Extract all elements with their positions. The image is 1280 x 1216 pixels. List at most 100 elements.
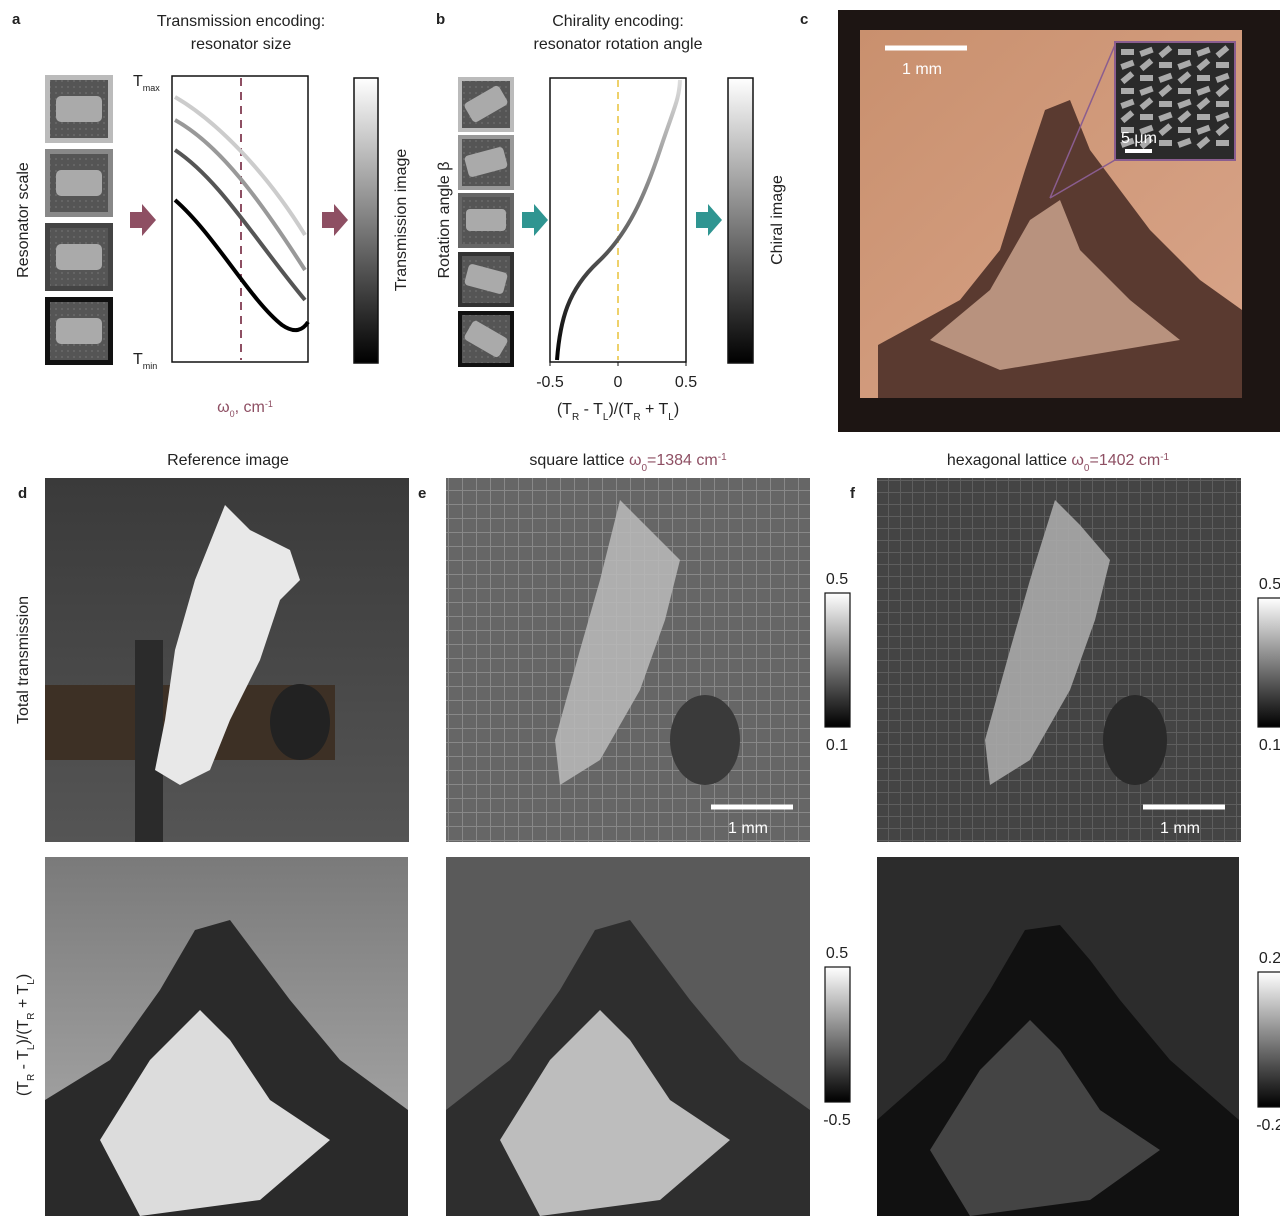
omega-part: ω xyxy=(629,452,642,469)
resonator xyxy=(1197,114,1210,120)
subscript: L xyxy=(668,412,674,423)
resonator xyxy=(1159,62,1172,68)
resonator xyxy=(56,96,102,122)
superscript: -1 xyxy=(265,399,273,409)
resonator xyxy=(1121,127,1134,133)
square-lattice-chirality xyxy=(446,857,810,1216)
resonator xyxy=(1139,85,1154,96)
axis-label: ω0, cm-1 xyxy=(217,399,273,419)
resonator xyxy=(1216,140,1229,146)
resonator xyxy=(1120,137,1135,148)
colorbar xyxy=(824,592,851,728)
title-text: square lattice xyxy=(529,452,629,469)
sem-thumbnails xyxy=(45,75,113,365)
arrow xyxy=(522,204,548,236)
subscript: min xyxy=(143,361,158,371)
colorbar-label: Transmission image xyxy=(393,149,410,292)
axis-label: Rotation angle β xyxy=(436,162,453,279)
subscript: R xyxy=(633,412,640,423)
zoom-line xyxy=(1049,159,1116,199)
resonator xyxy=(1178,127,1191,133)
square-lattice-transmission: 1 mm xyxy=(446,478,810,842)
subscript: L xyxy=(603,412,609,423)
colorbar-tick: -0.5 xyxy=(823,1112,851,1129)
resonator xyxy=(1140,114,1153,120)
snow xyxy=(930,1020,1160,1216)
inset-resonators xyxy=(1120,45,1230,150)
colorbar-label: Chiral image xyxy=(769,175,786,265)
resonator xyxy=(1196,85,1211,96)
resonator xyxy=(1196,136,1211,150)
resonator xyxy=(1159,140,1172,146)
resonator xyxy=(1178,88,1191,94)
omega-part: 0 xyxy=(641,463,647,474)
scale-bar-label: 5 μm xyxy=(1121,130,1157,147)
colorbar xyxy=(353,77,379,364)
resonator xyxy=(464,147,508,177)
x-tick-label: 0.5 xyxy=(675,374,697,391)
x-ticks: -0.5 0 0.5 xyxy=(536,362,697,391)
panel-label: c xyxy=(800,11,808,28)
resonator xyxy=(1120,110,1135,124)
title-text: hexagonal lattice xyxy=(947,452,1072,469)
resonator xyxy=(1158,84,1173,98)
log-end xyxy=(270,684,330,760)
resonator xyxy=(466,209,506,231)
panel-label: a xyxy=(12,11,21,28)
resonator xyxy=(56,170,102,196)
subscript: 0 xyxy=(230,409,235,419)
label-part: ) xyxy=(15,974,32,979)
resonator xyxy=(1177,98,1192,109)
chirality-curve xyxy=(555,79,682,361)
omega-part: =1402 cm xyxy=(1089,452,1160,469)
resonator xyxy=(1196,124,1211,135)
resonator xyxy=(1120,59,1135,70)
panel-label: f xyxy=(850,485,856,502)
spectrum xyxy=(173,198,310,333)
colorbar-tick: 0.1 xyxy=(826,737,848,754)
inset xyxy=(1114,41,1236,161)
subscript: L xyxy=(26,979,37,985)
resonator xyxy=(1158,111,1173,122)
subscript: R xyxy=(26,1012,37,1019)
resonator xyxy=(1120,71,1135,85)
resonator xyxy=(1177,110,1192,124)
resonator xyxy=(1139,97,1154,111)
plot-frame xyxy=(171,75,309,363)
resonator xyxy=(1177,71,1192,85)
device-photo: 1 mm 5 μm xyxy=(838,10,1280,432)
resonator xyxy=(1159,101,1172,107)
column-title: Reference image xyxy=(167,452,289,469)
scale-bar-label: 1 mm xyxy=(1160,820,1200,837)
row-label: (TR - TL)/(TR + TL) xyxy=(15,974,37,1096)
resonator xyxy=(1120,98,1135,109)
resonator xyxy=(1139,46,1154,57)
reference-cockatoo xyxy=(45,478,409,842)
resonator xyxy=(1196,58,1211,72)
resonator xyxy=(1215,45,1230,59)
resonator xyxy=(464,264,508,294)
omega-part: -1 xyxy=(1160,452,1169,463)
spectrum xyxy=(174,95,307,237)
resonator xyxy=(464,85,508,123)
resonator xyxy=(1158,123,1173,137)
resonator xyxy=(1177,59,1192,70)
colorbar-tick: 0.1 xyxy=(1259,737,1280,754)
colorbar xyxy=(1257,971,1280,1108)
column-title: square lattice ω0=1384 cm-1 xyxy=(529,452,727,474)
resonator xyxy=(1216,62,1229,68)
subscript: R xyxy=(572,412,579,423)
resonator xyxy=(1215,123,1230,137)
zoom-line xyxy=(1049,44,1116,199)
colorbar xyxy=(1257,597,1280,728)
label-part: )/(T xyxy=(608,401,633,418)
omega-part: 0 xyxy=(1084,463,1090,474)
column-title: hexagonal lattice ω0=1402 cm-1 xyxy=(947,452,1170,474)
log-end xyxy=(1103,695,1167,785)
sem-thumbnails xyxy=(458,77,514,367)
resonator xyxy=(1139,124,1154,135)
cockatoo xyxy=(555,500,680,785)
snow xyxy=(930,200,1180,370)
colorbar xyxy=(727,77,754,364)
subscript: max xyxy=(143,83,161,93)
